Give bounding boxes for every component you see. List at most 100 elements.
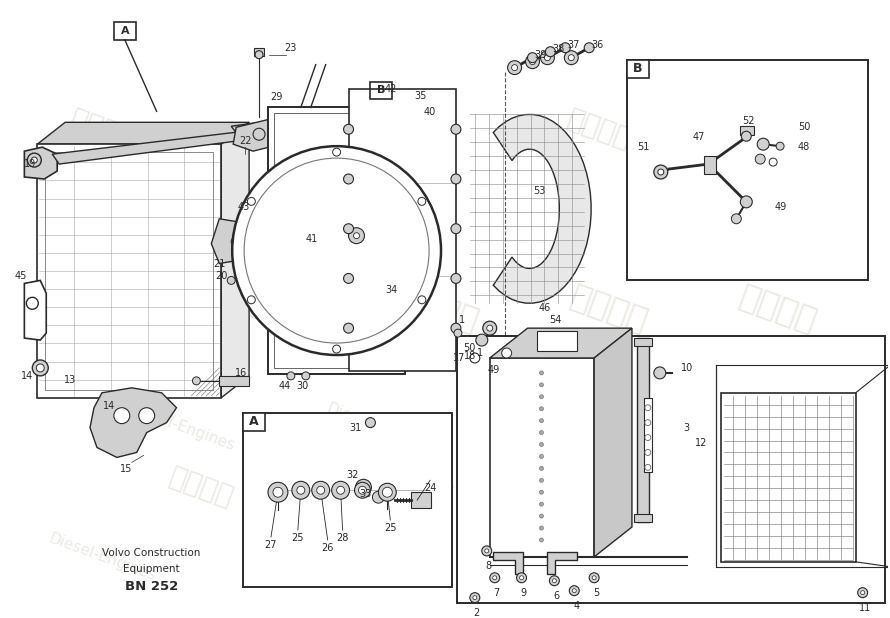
Circle shape [28,153,41,167]
Circle shape [255,51,263,59]
Circle shape [539,526,544,530]
Text: Diesel-Engines: Diesel-Engines [325,401,436,454]
Circle shape [372,491,384,503]
Text: 24: 24 [424,483,436,493]
Circle shape [584,43,595,53]
Bar [243,413,452,586]
Text: 13: 13 [64,375,77,385]
Circle shape [645,464,651,470]
Circle shape [451,273,461,284]
Polygon shape [411,492,431,508]
Text: 2: 2 [473,607,480,617]
Bar [490,358,595,557]
Circle shape [539,454,544,459]
Polygon shape [703,156,716,174]
Circle shape [569,54,574,61]
Bar [243,413,265,431]
Text: 37: 37 [567,40,579,49]
Text: 50: 50 [797,122,810,132]
Circle shape [302,372,310,380]
Text: 14: 14 [21,371,34,381]
Text: 17: 17 [453,353,465,363]
Circle shape [451,224,461,234]
Circle shape [645,449,651,455]
Circle shape [526,54,539,69]
Text: 16: 16 [235,368,247,378]
Circle shape [487,325,493,331]
Text: 紫发动力: 紫发动力 [59,279,145,337]
Text: 28: 28 [336,533,349,543]
Circle shape [451,124,461,134]
Circle shape [572,589,576,593]
Text: 53: 53 [533,186,546,196]
Circle shape [232,146,441,355]
Circle shape [553,578,556,583]
Circle shape [349,227,364,243]
Text: 42: 42 [384,85,397,95]
Circle shape [861,591,865,595]
Text: 31: 31 [350,423,361,433]
Text: Volvo Construction: Volvo Construction [102,548,201,558]
Polygon shape [595,328,632,557]
Polygon shape [222,122,249,398]
Circle shape [473,596,477,599]
Bar [627,60,649,78]
Circle shape [344,124,353,134]
Circle shape [769,158,777,166]
Text: 23: 23 [285,43,297,53]
Text: 10: 10 [681,363,692,373]
Text: 50: 50 [464,343,476,353]
Circle shape [297,486,304,494]
Text: 27: 27 [264,540,277,550]
Bar [219,376,249,386]
Circle shape [292,481,310,499]
Circle shape [539,418,544,423]
Text: 紫发动力: 紫发动力 [735,279,821,337]
Text: 11: 11 [859,603,870,612]
Circle shape [32,360,48,376]
Text: 紫发动力: 紫发动力 [166,463,238,512]
Text: 40: 40 [424,108,436,117]
Text: 29: 29 [270,93,282,103]
Text: Diesel-Engines: Diesel-Engines [125,401,238,454]
Circle shape [540,51,554,65]
Circle shape [732,214,741,224]
Circle shape [312,481,329,499]
Circle shape [451,323,461,333]
Circle shape [273,487,283,497]
Circle shape [451,174,461,184]
Text: 3: 3 [684,423,690,433]
Circle shape [512,65,518,70]
Text: 35: 35 [414,91,426,101]
Text: 18: 18 [464,351,476,361]
Polygon shape [37,122,249,144]
Text: 15: 15 [119,464,132,475]
Circle shape [539,514,544,518]
Circle shape [539,442,544,446]
Circle shape [545,54,550,61]
Circle shape [539,502,544,506]
Circle shape [470,353,480,363]
Bar [254,48,264,56]
Circle shape [654,367,666,379]
Text: 9: 9 [521,588,527,598]
Circle shape [333,148,341,156]
Bar [634,338,651,346]
Text: A: A [249,415,259,428]
Circle shape [360,483,368,491]
Text: BN 252: BN 252 [125,580,178,593]
Circle shape [481,546,492,556]
Circle shape [858,588,868,598]
Circle shape [333,345,341,353]
Bar [740,126,754,135]
Text: 4: 4 [573,601,579,611]
Text: 49: 49 [775,202,788,212]
Polygon shape [90,388,176,457]
Circle shape [502,348,512,358]
Text: 紫发动力: 紫发动力 [563,104,635,154]
Text: 1: 1 [477,348,483,358]
Circle shape [530,59,536,65]
Circle shape [366,418,376,428]
Text: A: A [120,26,129,36]
Text: 紫发动力: 紫发动力 [566,279,652,337]
